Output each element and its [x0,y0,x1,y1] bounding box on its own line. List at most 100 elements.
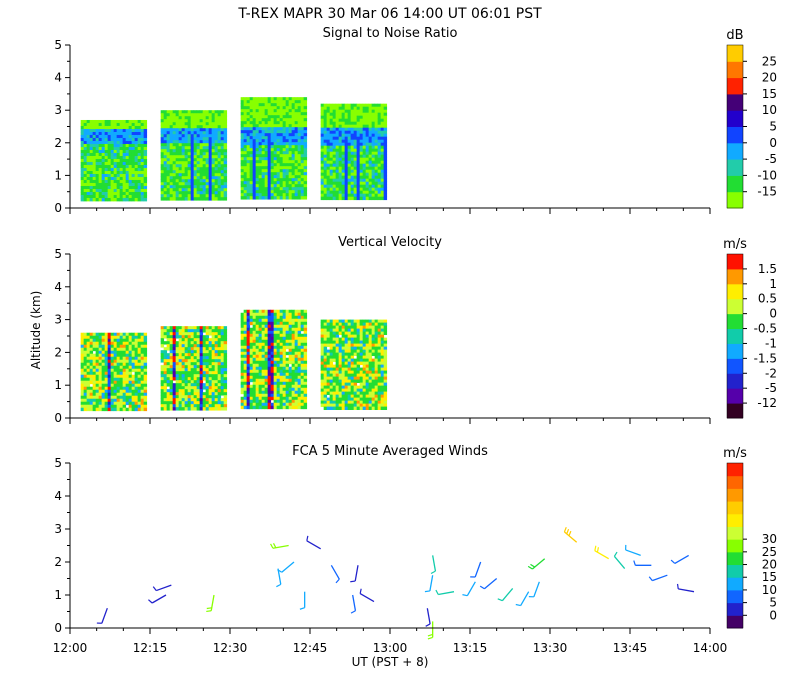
heatmap-cell [190,404,195,408]
heatmap-cell [323,322,328,326]
heatmap-cell [252,366,257,371]
heatmap-cell [134,389,139,394]
heatmap-cell [107,383,112,388]
heatmap-cell [193,380,198,384]
heatmap-cell [80,368,85,373]
heatmap-cell [116,347,121,352]
heatmap-cell [240,175,245,179]
heatmap-cell [190,146,195,150]
heatmap-cell [178,167,183,171]
heatmap-cell [303,375,308,380]
heatmap-cell [181,167,186,171]
heatmap-cell [320,364,325,368]
heatmap-cell [116,332,121,337]
heatmap-cell [214,170,219,174]
heatmap-cell [166,407,171,411]
heatmap-cell [246,181,251,185]
heatmap-cell [196,194,201,198]
heatmap-cell [258,175,263,179]
heatmap-cell [258,360,263,365]
heatmap-cell [377,184,382,189]
heatmap-cell [101,176,106,181]
heatmap-cell [329,151,334,156]
heatmap-cell [246,372,251,377]
heatmap-cell [107,161,112,166]
heatmap-cell [187,191,192,195]
heatmap-cell [285,399,290,404]
heatmap-cell [285,193,290,197]
heatmap-cell [288,187,293,191]
heatmap-cell [178,386,183,390]
heatmap-cell [80,170,85,175]
heatmap-cell [89,143,94,148]
heatmap-cell [190,131,195,135]
heatmap-cell [131,152,136,157]
heatmap-cell [208,371,213,375]
heatmap-cell [190,332,195,336]
heatmap-cell [255,124,260,128]
heatmap-cell [282,127,287,131]
heatmap-cell [252,115,257,119]
heatmap-cell [291,390,296,395]
heatmap-cell [95,344,100,349]
heatmap-cell [196,170,201,174]
heatmap-cell [332,325,337,329]
heatmap-cell [184,371,189,375]
heatmap-cell [252,321,257,326]
heatmap-cell [285,387,290,392]
heatmap-cell [300,399,305,404]
heatmap-cell [101,188,106,193]
colorbar-label: 20 [762,71,777,85]
heatmap-cell [101,335,106,340]
heatmap-cell [116,362,121,367]
heatmap-cell [98,149,103,154]
heatmap-cell [291,112,296,116]
heatmap-cell [137,167,142,172]
heatmap-cell [220,362,225,366]
heatmap-cell [240,330,245,335]
heatmap-cell [338,376,343,380]
heatmap-cell [140,398,145,403]
heatmap-cell [190,152,195,156]
heatmap-cell [169,335,174,339]
heatmap-cell [178,140,183,144]
heatmap-cell [252,139,257,143]
heatmap-cell [341,166,346,171]
heatmap-cell [332,190,337,195]
heatmap-cell [300,163,305,167]
heatmap-cell [279,390,284,395]
heatmap-cell [137,386,142,391]
heatmap-cell [374,190,379,195]
heatmap-cell [353,154,358,159]
heatmap-cell [300,369,305,374]
heatmap-cell [205,353,210,357]
heatmap-cell [303,384,308,389]
heatmap-cell [95,197,100,202]
heatmap-cell [264,402,269,407]
heatmap-cell [196,161,201,165]
heatmap-cell [264,405,269,410]
heatmap-cell [246,360,251,365]
heatmap-cell [95,191,100,196]
heatmap-cell [83,143,88,148]
heatmap-cell [267,190,272,194]
heatmap-cell [169,182,174,186]
heatmap-cell [113,353,118,358]
heatmap-cell [175,185,180,189]
heatmap-cell [359,103,364,108]
heatmap-cell [255,381,260,386]
heatmap-cell [128,152,133,157]
heatmap-cell [365,115,370,120]
heatmap-cell [104,191,109,196]
heatmap-cell [377,163,382,168]
heatmap-cell [223,146,228,150]
heatmap-cell [267,97,272,101]
heatmap-cell [255,402,260,407]
heatmap-cell [95,149,100,154]
heatmap-cell [246,97,251,101]
heatmap-cell [110,368,115,373]
heatmap-cell [282,381,287,386]
heatmap-cell [276,175,281,179]
heatmap-cell [205,197,210,201]
heatmap-cell [285,196,290,200]
